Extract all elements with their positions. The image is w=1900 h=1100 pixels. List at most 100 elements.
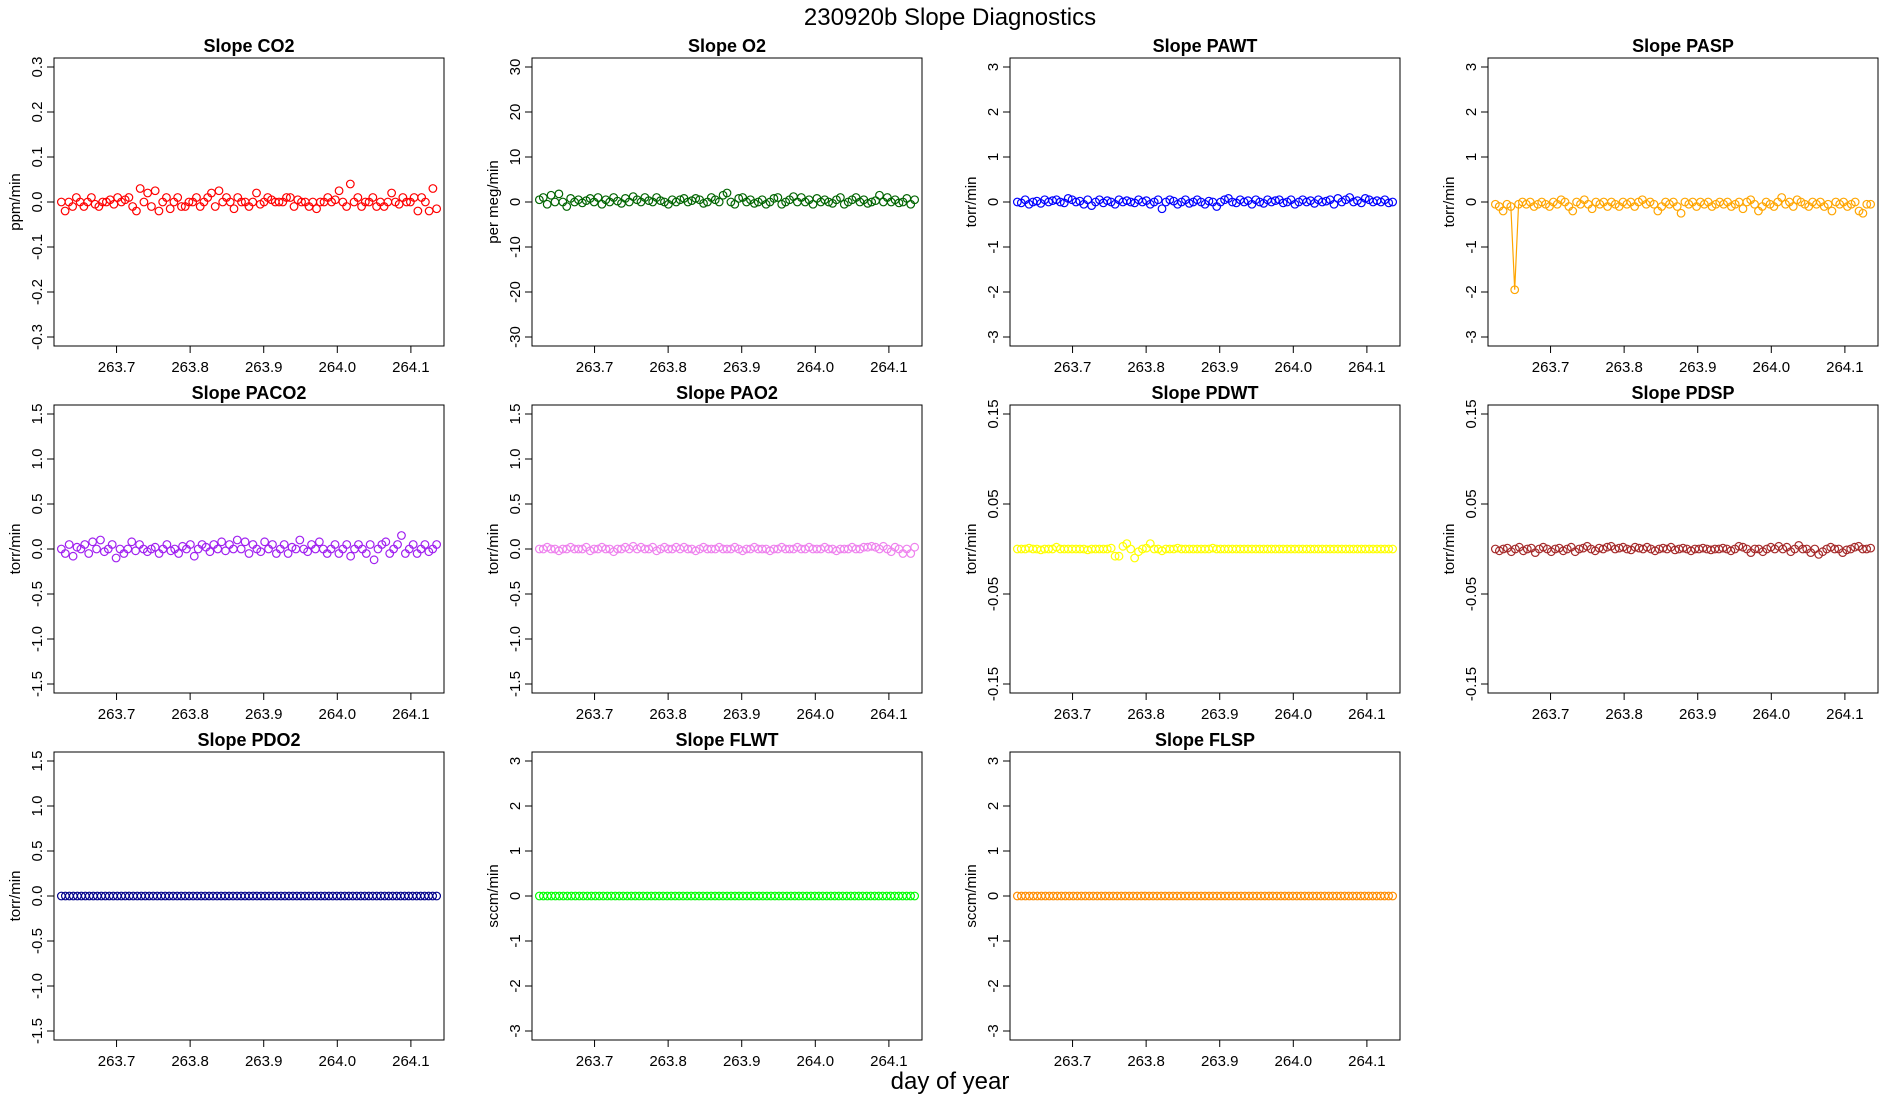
plot-panel-7: Slope PDSP 263.7 263.8 263.9 264.0 264.1 -0.15…: [1441, 383, 1879, 723]
data-point: [1044, 544, 1054, 554]
y-tick-label: -20: [507, 281, 524, 303]
data-point: [420, 540, 430, 549]
data-point: [1138, 197, 1147, 207]
y-tick-label: 0.0: [29, 539, 46, 560]
x-tick-label: 263.7: [1532, 359, 1570, 376]
y-tick-label: 2: [1463, 108, 1480, 116]
data-point: [295, 535, 305, 545]
y-tick-label: -0.5: [507, 581, 524, 607]
data-point: [192, 193, 201, 202]
data-point: [1630, 542, 1640, 552]
data-point: [1686, 546, 1696, 556]
x-tick-label: 264.0: [797, 1053, 835, 1070]
data-point: [80, 540, 90, 549]
y-tick-label: -1: [985, 934, 1002, 947]
y-tick-label: 2: [507, 802, 524, 810]
data-point: [283, 549, 293, 558]
x-tick-label: 264.0: [1275, 359, 1313, 376]
data-point: [1255, 197, 1265, 207]
data-point: [663, 544, 673, 554]
data-point: [408, 540, 418, 549]
data-point: [875, 190, 884, 200]
x-tick-label: 263.7: [98, 1053, 136, 1070]
x-tick-label: 264.0: [1753, 706, 1791, 723]
data-point: [1823, 199, 1833, 209]
data-point: [236, 544, 246, 554]
page-title: 230920b Slope Diagnostics: [803, 4, 1097, 31]
data-point: [769, 193, 779, 203]
data-point: [656, 196, 665, 206]
plot-title: Slope FLWT: [676, 730, 779, 750]
data-point: [289, 202, 299, 211]
y-tick-label: -2: [985, 285, 1002, 298]
data-point: [644, 196, 654, 206]
x-tick-label: 263.9: [1201, 359, 1239, 376]
x-tick-label: 263.9: [245, 1053, 283, 1070]
x-tick-label: 263.9: [245, 706, 283, 723]
data-point: [1587, 204, 1597, 214]
y-axis-label: torr/min: [1441, 177, 1458, 228]
x-tick-label: 264.1: [392, 706, 430, 723]
data-point: [1670, 545, 1680, 555]
data-point: [550, 197, 560, 207]
data-point: [1598, 544, 1608, 554]
y-tick-label: 1.0: [29, 796, 46, 817]
y-tick-label: -1.5: [507, 671, 524, 697]
data-point: [1698, 543, 1708, 553]
data-point: [413, 206, 423, 216]
data-point: [722, 544, 732, 554]
data-point: [757, 544, 767, 554]
x-tick-label: 264.1: [1348, 359, 1386, 376]
data-point: [593, 193, 603, 202]
y-axis-label: per meg/min: [485, 160, 502, 243]
data-point: [1388, 197, 1398, 207]
y-tick-label: 1: [985, 153, 1002, 161]
data-point: [749, 198, 759, 208]
y-tick-label: 30: [507, 59, 524, 76]
data-point: [542, 199, 552, 209]
y-axis-label: torr/min: [1441, 524, 1458, 575]
data-point: [706, 544, 716, 554]
data-point: [237, 197, 246, 207]
data-point: [1718, 543, 1728, 553]
data-point: [894, 198, 904, 208]
data-point: [1506, 202, 1516, 211]
x-tick-label: 264.0: [1753, 359, 1791, 376]
data-point: [1574, 544, 1584, 554]
data-point: [675, 195, 685, 205]
data-point: [1738, 542, 1748, 552]
data-point: [424, 206, 434, 216]
data-point: [1676, 208, 1686, 218]
data-point: [1239, 197, 1249, 207]
plot-title: Slope PASP: [1632, 36, 1734, 56]
data-point: [189, 551, 199, 561]
data-point: [589, 544, 599, 554]
plot-panel-4: Slope PACO2 263.7 263.8 263.9 264.0 264.1 -1.5…: [7, 383, 445, 723]
y-tick-label: 0.1: [29, 147, 46, 168]
y-tick-label: -2: [985, 979, 1002, 992]
y-axis-label: sccm/min: [485, 864, 502, 927]
data-point: [1063, 193, 1073, 203]
data-point: [420, 197, 430, 207]
data-point: [268, 540, 277, 549]
data-point: [769, 544, 779, 554]
data-point: [1866, 543, 1876, 553]
data-point: [1388, 891, 1398, 901]
x-tick-label: 263.9: [1679, 359, 1717, 376]
data-point: [432, 204, 442, 214]
data-point: [1165, 195, 1175, 205]
x-tick-label: 263.9: [1679, 706, 1717, 723]
x-tick-label: 263.9: [723, 359, 761, 376]
data-point: [1562, 544, 1572, 554]
plot-title: Slope PDSP: [1631, 383, 1734, 403]
data-point: [330, 540, 340, 549]
y-tick-label: 0.3: [29, 57, 46, 78]
y-axis-label: torr/min: [7, 871, 24, 922]
data-point: [691, 193, 701, 203]
data-point: [730, 199, 740, 209]
x-tick-label: 263.7: [576, 359, 614, 376]
data-point: [1157, 204, 1167, 214]
x-tick-label: 264.0: [1275, 1053, 1313, 1070]
data-point: [315, 197, 325, 207]
data-point: [1071, 197, 1081, 207]
